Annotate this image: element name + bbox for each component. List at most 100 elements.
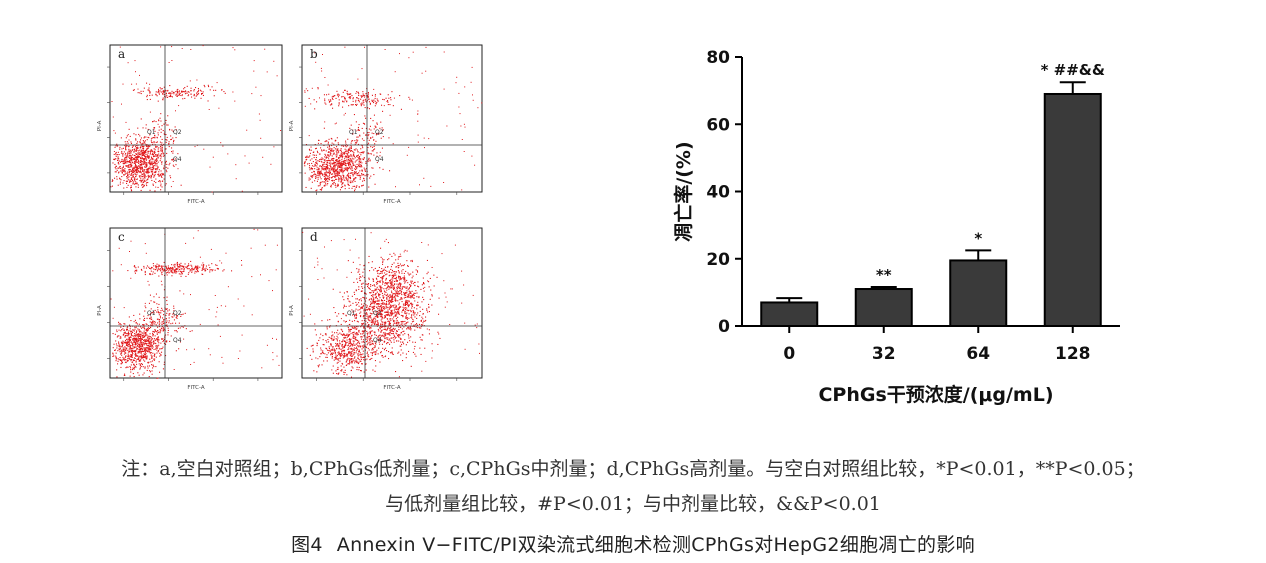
- event-dot: [367, 355, 369, 357]
- event-dot: [316, 150, 318, 152]
- event-dot: [340, 328, 342, 330]
- event-dot: [157, 309, 159, 311]
- event-dot: [342, 296, 344, 298]
- quadrant-label-q1: Q1: [147, 129, 156, 136]
- event-dot: [349, 175, 351, 177]
- event-dot: [143, 170, 145, 172]
- event-dot: [191, 265, 193, 267]
- event-dot: [154, 159, 156, 161]
- event-dot: [361, 320, 363, 322]
- event-dot: [116, 369, 118, 371]
- event-dot: [130, 347, 132, 349]
- event-dot: [156, 347, 158, 349]
- event-dot: [360, 326, 362, 328]
- event-dot: [350, 172, 352, 174]
- event-dot: [383, 269, 385, 271]
- event-dot: [394, 71, 396, 73]
- event-dot: [165, 162, 167, 164]
- event-dot: [331, 148, 333, 150]
- event-dot: [171, 268, 173, 270]
- event-dot: [191, 271, 193, 273]
- event-dot: [456, 76, 458, 78]
- event-dot: [404, 307, 406, 309]
- event-dot: [328, 93, 330, 95]
- event-dot: [120, 324, 122, 326]
- event-dot: [150, 138, 152, 140]
- event-dot: [394, 300, 396, 302]
- event-dot: [382, 281, 384, 283]
- event-dot: [157, 311, 159, 313]
- event-dot: [397, 270, 399, 272]
- event-dot: [122, 153, 124, 155]
- event-dot: [365, 283, 367, 285]
- event-dot: [165, 318, 167, 320]
- event-dot: [136, 345, 138, 347]
- event-dot: [330, 149, 332, 151]
- event-dot: [361, 354, 363, 356]
- event-dot: [130, 186, 132, 188]
- event-dot: [144, 155, 146, 157]
- event-dot: [363, 157, 365, 159]
- event-dot: [371, 343, 373, 345]
- event-dot: [154, 321, 156, 323]
- event-dot: [129, 152, 131, 154]
- event-dot: [172, 152, 174, 154]
- event-dot: [343, 355, 345, 357]
- event-dot: [172, 268, 174, 270]
- event-dot: [126, 186, 128, 188]
- event-dot: [144, 169, 146, 171]
- event-dot: [135, 71, 136, 73]
- event-dot: [162, 91, 164, 93]
- event-dot: [130, 367, 132, 369]
- event-dot: [156, 160, 158, 162]
- event-dot: [353, 352, 355, 354]
- event-dot: [129, 168, 131, 170]
- event-dot: [188, 263, 190, 265]
- event-dot: [318, 339, 320, 341]
- event-dot: [165, 265, 167, 267]
- event-dot: [156, 159, 158, 161]
- event-dot: [158, 350, 160, 352]
- event-dot: [369, 288, 371, 290]
- event-dot: [140, 147, 142, 149]
- event-dot: [354, 314, 356, 316]
- event-dot: [392, 320, 394, 322]
- event-dot: [156, 345, 158, 347]
- event-dot: [372, 150, 374, 152]
- event-dot: [346, 359, 348, 361]
- event-dot: [214, 269, 216, 271]
- event-dot: [328, 157, 330, 159]
- event-dot: [139, 163, 141, 165]
- event-dot: [346, 100, 348, 102]
- event-dot: [149, 111, 151, 113]
- event-dot: [157, 267, 159, 269]
- event-dot: [356, 141, 358, 143]
- event-dot: [481, 102, 483, 104]
- event-dot: [368, 139, 370, 141]
- event-dot: [443, 88, 445, 90]
- event-dot: [367, 153, 369, 155]
- event-dot: [145, 332, 147, 334]
- event-dot: [163, 338, 165, 340]
- event-dot: [312, 154, 314, 156]
- event-dot: [322, 163, 324, 165]
- event-dot: [339, 353, 341, 355]
- event-dot: [349, 96, 351, 98]
- event-dot: [152, 169, 154, 171]
- event-dot: [157, 346, 159, 348]
- event-dot: [373, 305, 375, 307]
- event-dot: [118, 359, 120, 361]
- event-dot: [349, 345, 351, 347]
- event-dot: [172, 137, 174, 139]
- event-dot: [143, 344, 145, 346]
- event-dot: [338, 169, 340, 171]
- event-dot: [365, 117, 367, 119]
- event-dot: [355, 289, 357, 291]
- event-dot: [130, 142, 132, 144]
- event-dot: [145, 127, 147, 129]
- event-dot: [358, 363, 360, 365]
- event-dot: [355, 301, 357, 303]
- event-dot: [315, 161, 317, 163]
- event-dot: [168, 143, 170, 145]
- event-dot: [374, 297, 376, 299]
